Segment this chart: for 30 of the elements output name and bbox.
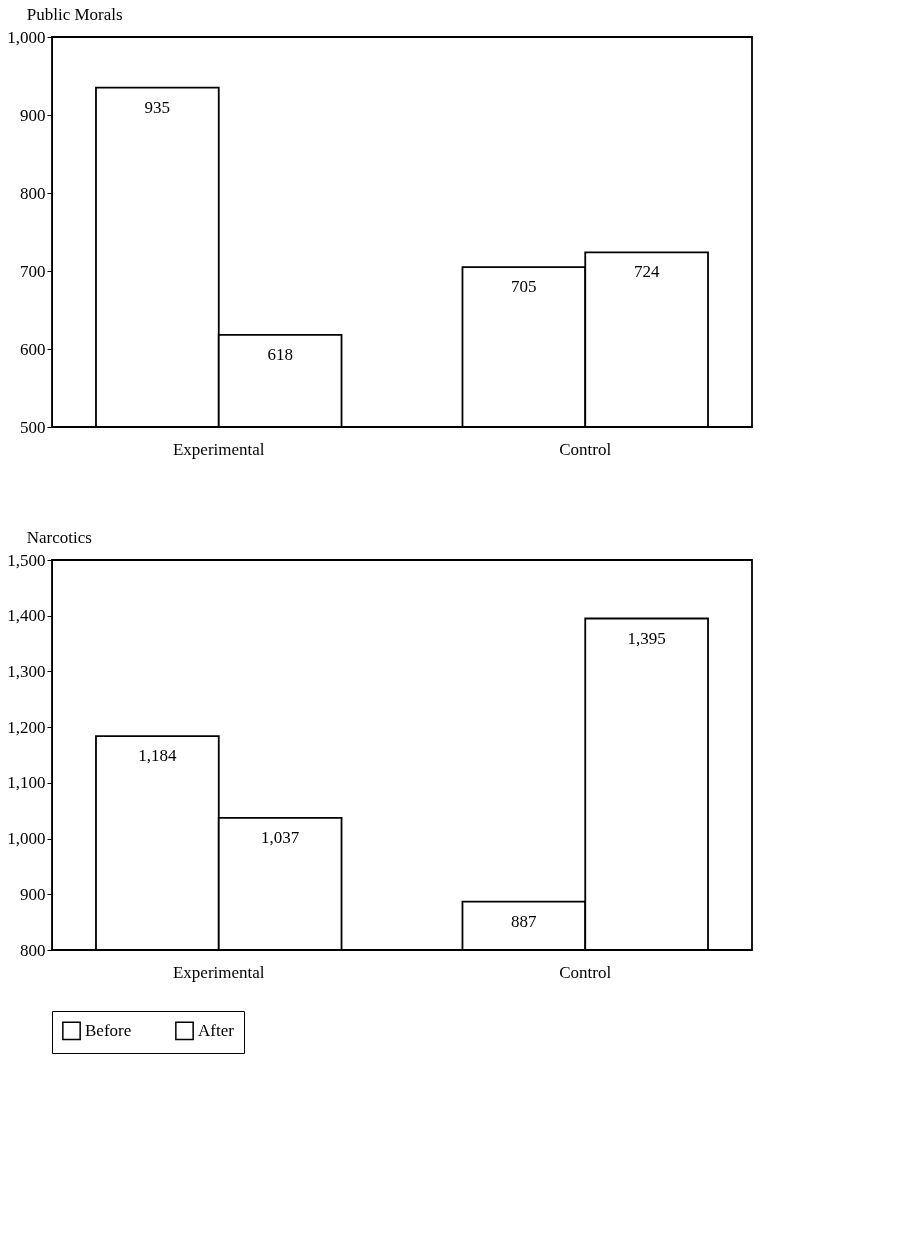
legend-label: After	[198, 1020, 235, 1040]
y-tick-label: 1,000	[7, 27, 46, 47]
data-label: 935	[144, 97, 171, 117]
y-tick-label: 1,200	[7, 717, 46, 737]
x-tick-label: Control	[559, 439, 612, 459]
y-tick-label: 800	[20, 940, 46, 960]
y-tick-label: 1,300	[7, 661, 46, 681]
data-label: 1,395	[627, 628, 666, 648]
y-tick-label: 800	[20, 183, 46, 203]
y-tick-label: 1,500	[7, 550, 46, 570]
y-tick-label: 1,100	[7, 773, 46, 793]
y-tick-label: 900	[20, 884, 46, 904]
x-tick-label: Experimental	[172, 962, 265, 982]
data-label: 1,184	[138, 746, 177, 766]
y-tick-label: 600	[20, 339, 46, 359]
y-tick-label: 900	[20, 105, 46, 125]
data-label: 887	[511, 911, 538, 931]
y-tick-label: 500	[20, 417, 46, 437]
y-tick-label: 1,400	[7, 606, 46, 626]
x-tick-label: Control	[559, 962, 612, 982]
y-tick-label: 700	[20, 261, 46, 281]
data-label: 724	[633, 262, 660, 282]
data-label: 705	[511, 277, 537, 297]
chart-title: Narcotics	[26, 528, 92, 547]
chart-title: Public Morals	[26, 5, 123, 24]
y-tick-label: 1,000	[7, 829, 46, 849]
data-label: 618	[267, 344, 293, 364]
legend-label: Before	[85, 1020, 132, 1040]
x-tick-label: Experimental	[172, 439, 265, 459]
data-label: 1,037	[261, 827, 300, 847]
